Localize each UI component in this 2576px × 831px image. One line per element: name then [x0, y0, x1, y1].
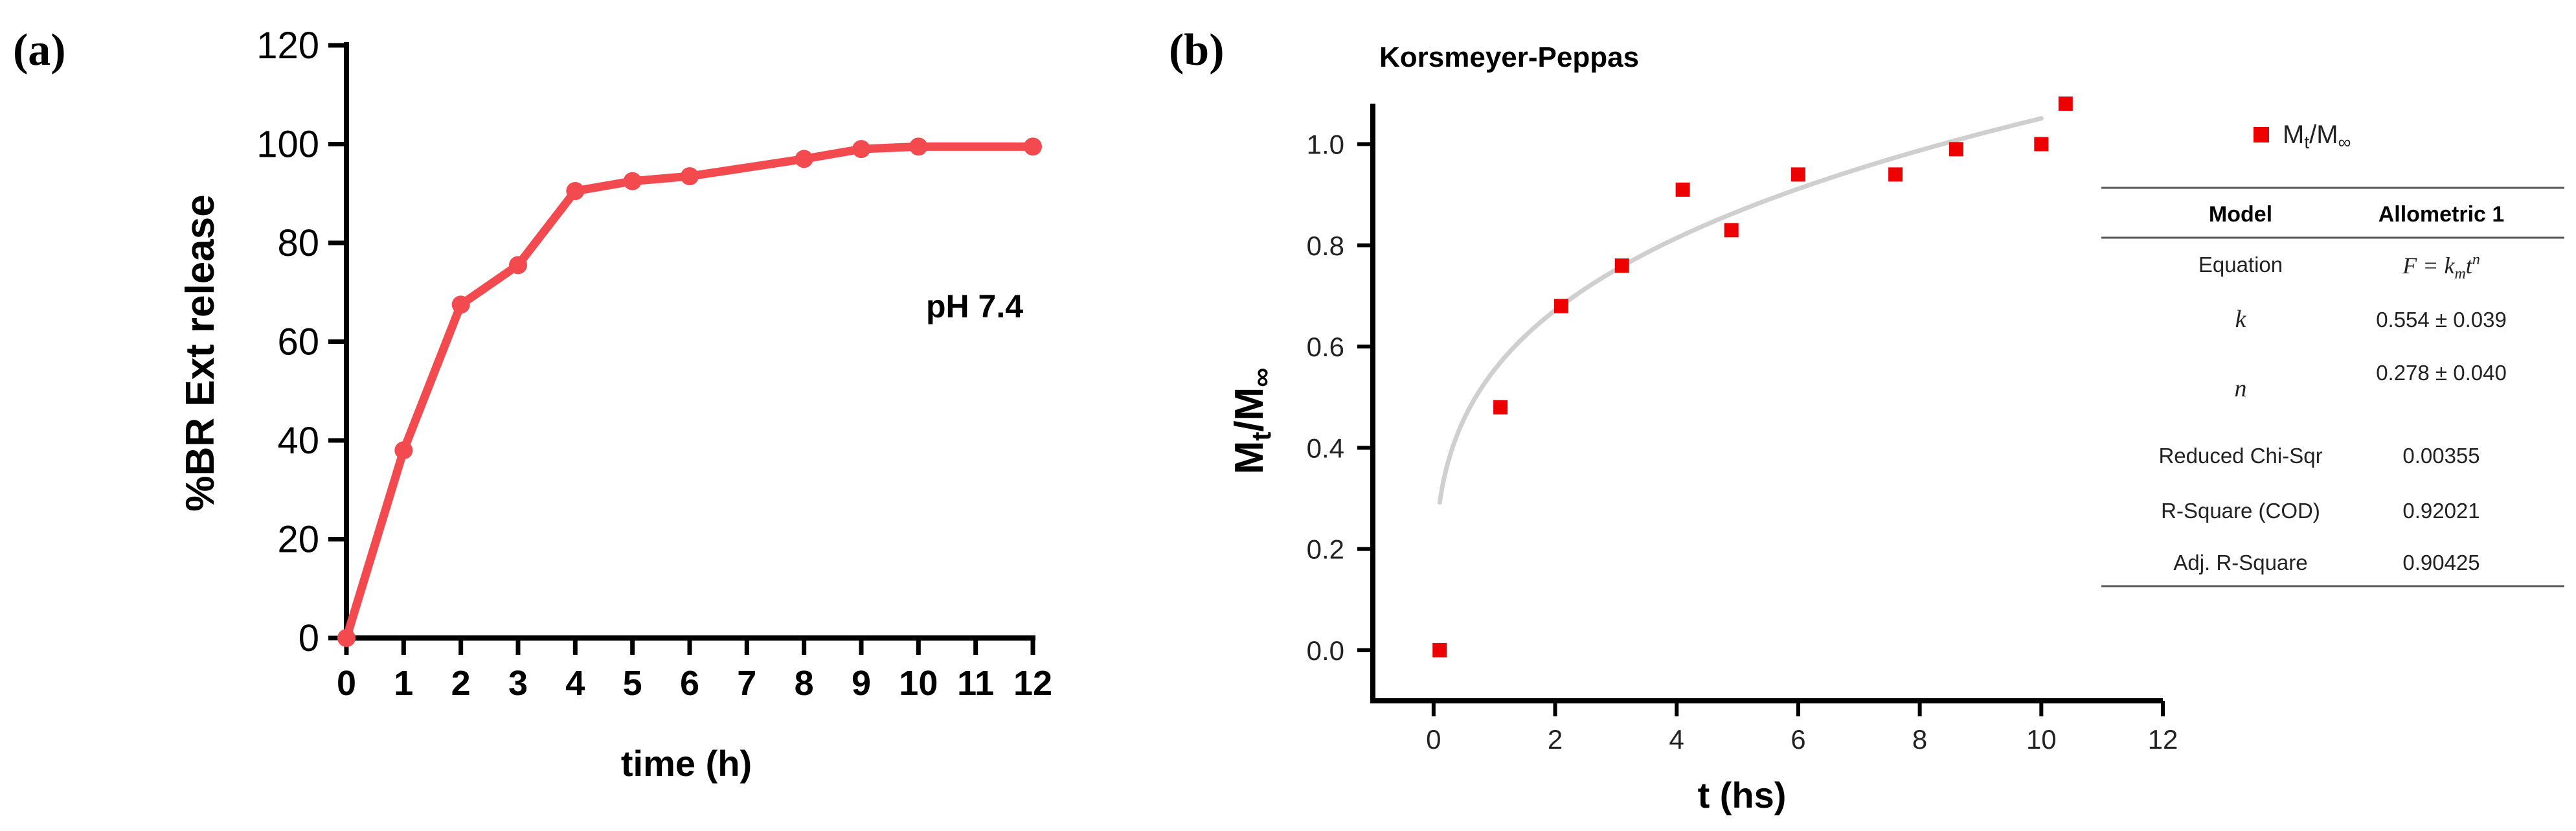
panel-a-x-tick-label: 9 — [852, 664, 871, 703]
panel-b-x-tick-label: 4 — [1669, 724, 1684, 755]
panel-b-y-tick-label: 1.0 — [1307, 130, 1344, 160]
panel-a-x-tick-label: 8 — [795, 664, 814, 703]
panel-b-legend: Mt/M∞ — [2254, 120, 2351, 152]
panel-a-data-point — [566, 181, 585, 200]
panel-a: (a) %BR Ext release time (h) pH 7.4 0204… — [13, 25, 1052, 784]
panel-b-x-tick-label: 6 — [1791, 724, 1805, 755]
panel-a-data-point — [509, 256, 527, 275]
panel-a-y-tick-label: 120 — [256, 25, 319, 67]
panel-b-x-tick-label: 0 — [1426, 724, 1441, 755]
panel-a-y-tick-label: 40 — [277, 420, 319, 462]
panel-b-fit — [1437, 116, 2044, 505]
panel-a-x-tick-label: 11 — [957, 664, 994, 703]
panel-b-x-tick-label: 2 — [1548, 724, 1563, 755]
panel-b-data-point — [1675, 182, 1690, 197]
panel-b-data-point — [1493, 400, 1508, 415]
panel-b-y-tick-label: 0.2 — [1307, 534, 1344, 565]
panel-b-data-point — [1724, 223, 1739, 238]
panel-a-label: (a) — [13, 25, 66, 75]
panel-b-series — [1432, 97, 2073, 657]
fit-parameters-table: Model Allometric 1 Equation F = kmtn k 0… — [2101, 187, 2564, 587]
panel-b-y-axis-label: Mt/M∞ — [1227, 368, 1276, 474]
panel-a-x-tick-label: 1 — [394, 664, 413, 703]
panel-a-x-tick-label: 4 — [565, 664, 585, 703]
row-k-value: 0.554 ± 0.039 — [2376, 308, 2507, 332]
panel-a-data-point — [852, 140, 870, 159]
panel-b-data-point — [1554, 299, 1568, 313]
panel-a-data-point — [681, 167, 699, 186]
row-n-label: n — [2235, 375, 2247, 402]
panel-a-x-tick-label: 0 — [337, 664, 356, 703]
row-chisqr-label: Reduced Chi-Sqr — [2158, 444, 2322, 468]
row-chisqr-value: 0.00355 — [2402, 444, 2480, 468]
panel-b-data-point — [1614, 258, 1629, 273]
panel-b: (b) Korsmeyer-Peppas Mt/M∞ t (hs) 0.0 0.2… — [1169, 25, 2564, 815]
panel-a-series — [337, 137, 1042, 647]
panel-a-data-point — [337, 629, 356, 647]
panel-a-y-axis-label: %BR Ext release — [178, 194, 223, 511]
row-rsquare-label: R-Square (COD) — [2161, 499, 2320, 523]
row-equation-label: Equation — [2198, 253, 2283, 277]
panel-b-data-point — [2058, 97, 2073, 111]
panel-a-y-tick-label: 80 — [277, 222, 319, 264]
table-header-allometric: Allometric 1 — [2378, 202, 2505, 227]
panel-a-x-tick-label: 5 — [623, 664, 642, 703]
panel-a-data-point — [623, 172, 642, 190]
panel-b-x-tick-label: 10 — [2026, 724, 2057, 755]
panel-b-data-point — [1791, 167, 1805, 182]
panel-a-data-point — [451, 295, 470, 314]
panel-a-data-point — [795, 150, 813, 168]
table-header-model: Model — [2209, 202, 2272, 227]
panel-a-y-tick-label: 20 — [277, 519, 319, 561]
panel-a-x-axis-label: time (h) — [621, 743, 752, 784]
panel-a-data-point — [909, 137, 928, 156]
legend-marker — [2254, 127, 2269, 142]
panel-b-fit-curve — [1437, 116, 2044, 505]
panel-a-x-tick-label: 2 — [451, 664, 471, 703]
panel-b-data-point — [1432, 643, 1447, 657]
panel-b-ticks: 0.0 0.2 0.4 0.6 0.8 1.0 0 2 4 6 8 10 12 — [1307, 130, 2178, 755]
panel-b-x-tick-label: 8 — [1912, 724, 1927, 755]
panel-a-data-point — [394, 441, 413, 460]
panel-a-y-tick-label: 60 — [277, 321, 319, 363]
panel-a-data-point — [1024, 137, 1042, 156]
row-adj-rsquare-label: Adj. R-Square — [2173, 551, 2307, 575]
panel-b-title: Korsmeyer-Peppas — [1379, 41, 1639, 73]
panel-b-y-tick-label: 0.6 — [1307, 332, 1344, 362]
row-rsquare-value: 0.92021 — [2402, 499, 2480, 523]
panel-b-y-tick-label: 0.0 — [1307, 635, 1344, 666]
row-adj-rsquare-value: 0.90425 — [2402, 551, 2480, 575]
panel-b-data-point — [1888, 167, 1903, 182]
row-n-value: 0.278 ± 0.040 — [2376, 361, 2507, 385]
panel-b-y-tick-label: 0.8 — [1307, 231, 1344, 261]
panel-b-data-point — [2034, 137, 2049, 152]
panel-a-annotation: pH 7.4 — [926, 288, 1023, 324]
panel-b-axes — [1370, 104, 2163, 703]
panel-a-x-tick-label: 6 — [680, 664, 699, 703]
row-equation-value: F = kmtn — [2402, 251, 2480, 282]
panel-b-x-tick-label: 12 — [2148, 724, 2178, 755]
panel-b-data-point — [1949, 142, 1963, 157]
row-k-label: k — [2235, 306, 2247, 333]
panel-a-x-tick-label: 3 — [508, 664, 528, 703]
panel-a-y-tick-label: 100 — [256, 124, 319, 166]
panel-a-y-tick-label: 0 — [299, 617, 319, 659]
panel-b-y-tick-label: 0.4 — [1307, 433, 1344, 463]
legend-label: Mt/M∞ — [2283, 120, 2351, 152]
panel-a-x-tick-label: 12 — [1013, 664, 1052, 703]
panel-a-x-tick-label: 7 — [737, 664, 756, 703]
panel-a-series-line — [342, 142, 1037, 643]
panel-b-x-axis-label: t (hs) — [1698, 775, 1787, 815]
panel-a-x-tick-label: 10 — [899, 664, 938, 703]
panel-b-label: (b) — [1169, 25, 1225, 75]
